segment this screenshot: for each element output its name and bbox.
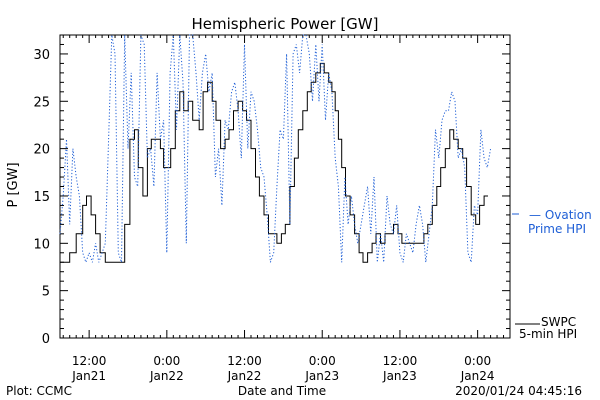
x-tick-time-label: 0:00: [153, 354, 180, 368]
legend-swpc-line1: SWPC: [541, 315, 576, 329]
x-tick-time-label: 12:00: [72, 354, 107, 368]
x-tick-date-label: Jan21: [71, 369, 106, 383]
x-tick-time-label: 0:00: [309, 354, 336, 368]
legend-ovation-line1: — Ovation: [529, 208, 592, 222]
x-tick-date-label: Jan24: [460, 369, 495, 383]
y-axis: 0 5 10 15 20 25 30: [33, 34, 510, 347]
x-tick-date-label: Jan23: [382, 369, 417, 383]
plot-timestamp: 2020/01/24 04:45:16: [455, 384, 582, 398]
x-axis-label: Date and Time: [238, 384, 326, 398]
plot-credit: Plot: CCMC: [6, 384, 72, 398]
y-tick-label: 30: [33, 48, 50, 63]
legend-swpc-line2: 5-min HPI: [519, 327, 577, 341]
series-layer: [59, 34, 492, 264]
x-axis: 12:00Jan210:00Jan2212:00Jan220:00Jan2312…: [62, 35, 511, 383]
y-tick-label: 20: [33, 143, 50, 158]
x-tick-date-label: Jan22: [149, 369, 184, 383]
plot-area-frame: [59, 34, 511, 339]
x-tick-date-label: Jan23: [304, 369, 339, 383]
y-tick-label: 15: [33, 190, 50, 205]
y-axis-label: P [GW]: [6, 162, 21, 207]
chart-title: Hemispheric Power [GW]: [192, 15, 379, 33]
x-tick-time-label: 12:00: [383, 354, 418, 368]
y-tick-label: 25: [33, 95, 50, 110]
y-tick-label: 5: [42, 285, 50, 300]
x-tick-time-label: 12:00: [227, 354, 262, 368]
x-tick-date-label: Jan22: [227, 369, 262, 383]
x-tick-time-label: 0:00: [464, 354, 491, 368]
y-tick-label: 0: [42, 332, 50, 347]
y-tick-label: 10: [33, 237, 50, 252]
legend-ovation-line2: Prime HPI: [528, 222, 586, 236]
swpc-hpi-line: [60, 62, 488, 263]
